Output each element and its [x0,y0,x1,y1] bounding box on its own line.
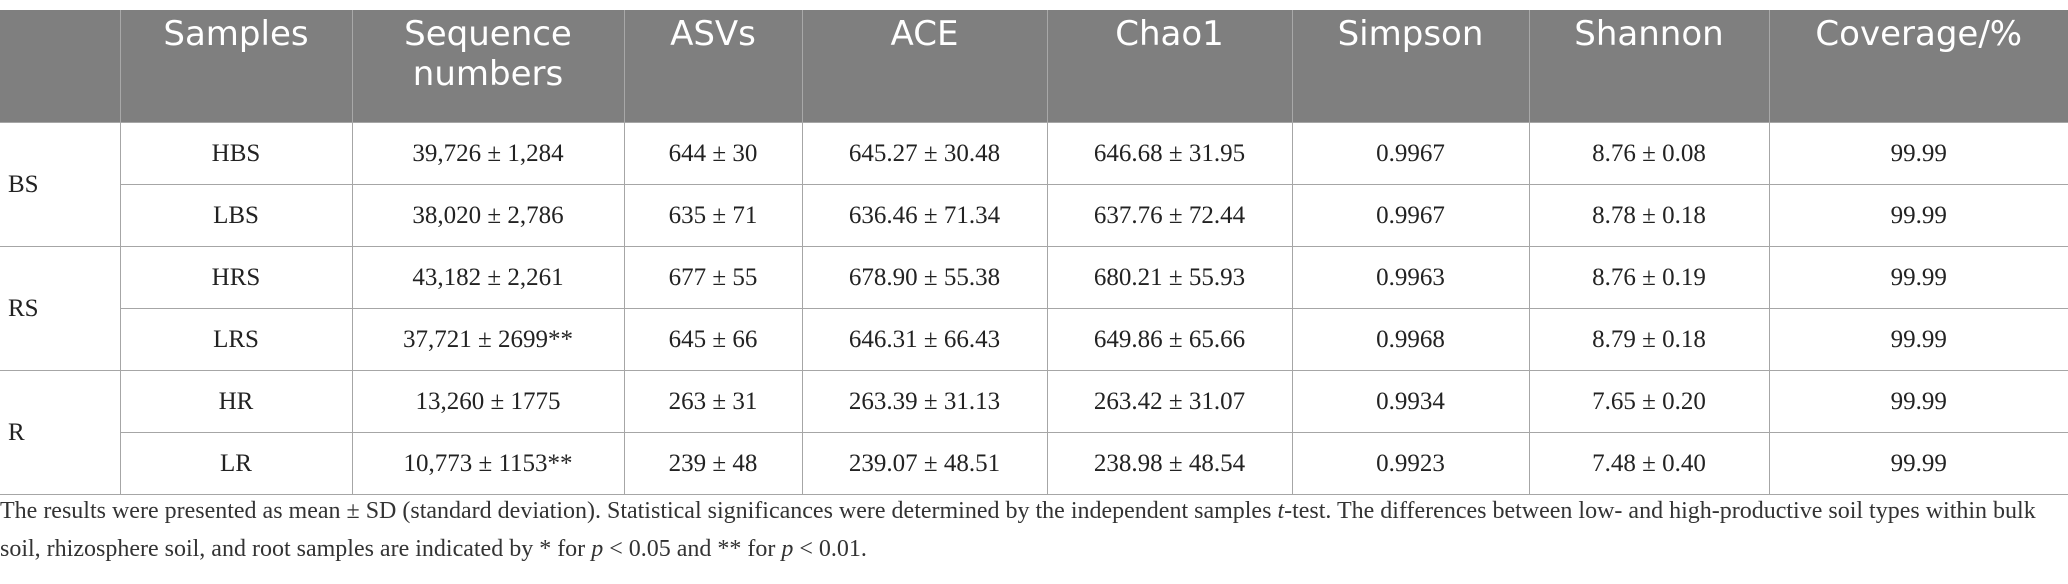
cell-shannon: 8.76 ± 0.19 [1529,246,1770,309]
alpha-diversity-table: Samples Sequence numbers ASVs ACE Chao1 … [0,10,2068,495]
cell-chao1: 646.68 ± 31.95 [1047,122,1293,185]
cell-sample: HBS [120,122,353,185]
footnote-p-italic-2: p [781,536,794,562]
cell-simpson: 0.9923 [1292,432,1530,495]
cell-ace: 646.31 ± 66.43 [802,308,1048,371]
group-label-rs: RS [0,246,121,371]
header-samples: Samples [120,10,353,123]
table-row: RS HRS 43,182 ± 2,261 677 ± 55 678.90 ± … [0,246,2068,371]
cell-shannon: 7.48 ± 0.40 [1529,432,1770,495]
cell-sequence-numbers: 37,721 ± 2699** [352,308,625,371]
header-asvs: ASVs [624,10,803,123]
cell-coverage: 99.99 [1769,432,2068,495]
header-simpson: Simpson [1292,10,1530,123]
footnote-p-italic-1: p [591,536,604,562]
cell-simpson: 0.9934 [1292,370,1530,433]
table-footnote: The results were presented as mean ± SD … [0,492,2068,568]
cell-ace: 636.46 ± 71.34 [802,184,1048,247]
cell-sample: HR [120,370,353,433]
header-group [0,10,121,123]
footnote-text-1: The results were presented as mean ± SD … [0,498,1278,524]
footnote-text-3: < 0.05 and ** for [603,536,782,562]
cell-coverage: 99.99 [1769,246,2068,309]
cell-sample: LRS [120,308,353,371]
table-row: R HR 13,260 ± 1775 263 ± 31 263.39 ± 31.… [0,370,2068,495]
cell-simpson: 0.9967 [1292,184,1530,247]
cell-coverage: 99.99 [1769,122,2068,185]
cell-sample: HRS [120,246,353,309]
footnote-text-4: < 0.01. [793,536,867,562]
table-row: LR 10,773 ± 1153** 239 ± 48 239.07 ± 48.… [0,432,2068,495]
cell-chao1: 649.86 ± 65.66 [1047,308,1293,371]
table-row: BS HBS 39,726 ± 1,284 644 ± 30 645.27 ± … [0,122,2068,247]
cell-simpson: 0.9963 [1292,246,1530,309]
cell-shannon: 8.79 ± 0.18 [1529,308,1770,371]
cell-coverage: 99.99 [1769,308,2068,371]
cell-ace: 645.27 ± 30.48 [802,122,1048,185]
header-coverage: Coverage/% [1769,10,2068,123]
table-row: LRS 37,721 ± 2699** 645 ± 66 646.31 ± 66… [0,308,2068,371]
header-ace: ACE [802,10,1048,123]
cell-shannon: 8.76 ± 0.08 [1529,122,1770,185]
cell-sequence-numbers: 13,260 ± 1775 [352,370,625,433]
cell-chao1: 637.76 ± 72.44 [1047,184,1293,247]
cell-asvs: 644 ± 30 [624,122,803,185]
cell-coverage: 99.99 [1769,370,2068,433]
cell-simpson: 0.9967 [1292,122,1530,185]
cell-asvs: 263 ± 31 [624,370,803,433]
header-row: Samples Sequence numbers ASVs ACE Chao1 … [0,10,2068,123]
cell-chao1: 238.98 ± 48.54 [1047,432,1293,495]
table-row: LBS 38,020 ± 2,786 635 ± 71 636.46 ± 71.… [0,184,2068,247]
cell-chao1: 263.42 ± 31.07 [1047,370,1293,433]
cell-shannon: 7.65 ± 0.20 [1529,370,1770,433]
footnote-t-italic: t [1277,498,1285,524]
cell-ace: 263.39 ± 31.13 [802,370,1048,433]
cell-sequence-numbers: 43,182 ± 2,261 [352,246,625,309]
group-label-r: R [0,370,121,495]
results-table-container: Samples Sequence numbers ASVs ACE Chao1 … [0,10,2068,495]
cell-sequence-numbers: 39,726 ± 1,284 [352,122,625,185]
cell-simpson: 0.9968 [1292,308,1530,371]
cell-shannon: 8.78 ± 0.18 [1529,184,1770,247]
header-shannon: Shannon [1529,10,1770,123]
header-chao1: Chao1 [1047,10,1293,123]
cell-chao1: 680.21 ± 55.93 [1047,246,1293,309]
cell-sample: LR [120,432,353,495]
cell-sequence-numbers: 38,020 ± 2,786 [352,184,625,247]
cell-coverage: 99.99 [1769,184,2068,247]
cell-ace: 678.90 ± 55.38 [802,246,1048,309]
cell-sequence-numbers: 10,773 ± 1153** [352,432,625,495]
cell-asvs: 239 ± 48 [624,432,803,495]
cell-sample: LBS [120,184,353,247]
cell-asvs: 677 ± 55 [624,246,803,309]
footnote-text-2: -test. The differences between low- and … [0,498,2036,562]
cell-asvs: 635 ± 71 [624,184,803,247]
header-sequence-numbers: Sequence numbers [352,10,625,123]
cell-ace: 239.07 ± 48.51 [802,432,1048,495]
group-label-bs: BS [0,122,121,247]
cell-asvs: 645 ± 66 [624,308,803,371]
